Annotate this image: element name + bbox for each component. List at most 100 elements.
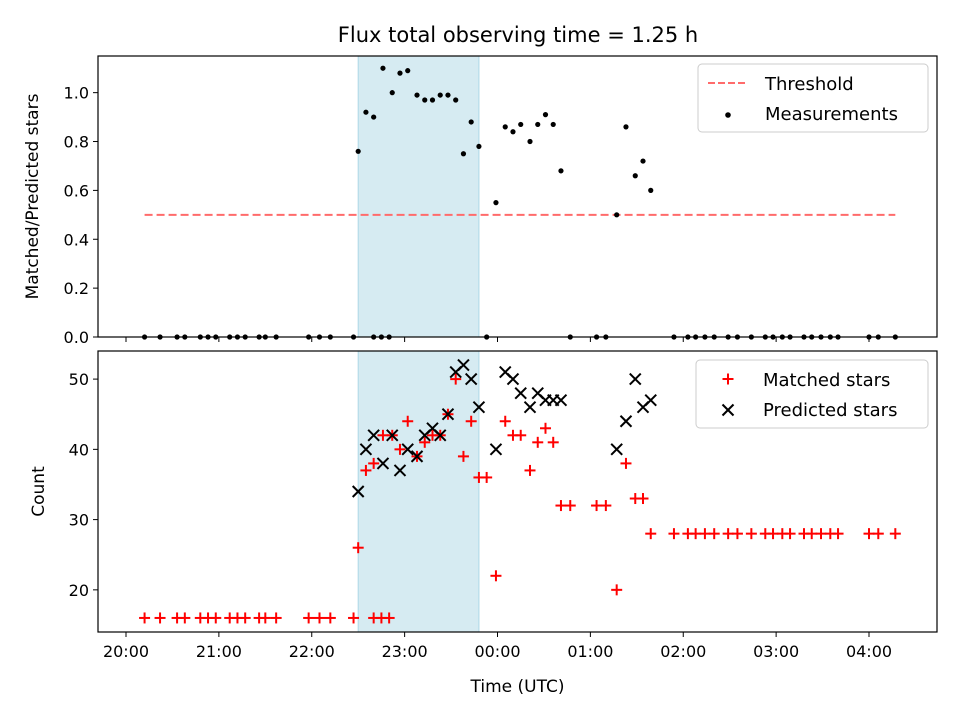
predicted-star-point xyxy=(610,443,623,456)
predicted-star-point xyxy=(506,372,520,386)
top-axes: 0.0 0.2 0.4 0.6 0.8 1.0 xyxy=(64,84,870,347)
bottom-legend: Matched stars Predicted stars xyxy=(695,359,929,429)
bottom-y-tick-label: 30 xyxy=(69,511,89,530)
measurement-point xyxy=(355,148,361,154)
bottom-y-axis-label: Count xyxy=(29,466,49,517)
predicted-star-point xyxy=(441,408,455,421)
matched-star-point xyxy=(731,528,743,540)
x-tick-label: 01:00 xyxy=(567,642,613,661)
matched-star-point xyxy=(383,612,395,624)
measurement-point xyxy=(460,151,467,157)
matched-star-point xyxy=(784,528,796,540)
matched-star-point xyxy=(600,500,612,512)
predicted-star-point xyxy=(619,415,633,428)
bottom-panel: 20 30 40 50 20:00 21:00 22:00 23:00 00:00 01:00 02… xyxy=(29,350,938,697)
matched-star-point xyxy=(645,528,657,540)
matched-star-point xyxy=(767,528,779,540)
legend-threshold-label: Threshold xyxy=(764,74,854,95)
top-marks xyxy=(141,65,898,340)
x-tick-label: 21:00 xyxy=(196,642,242,661)
matched-star-point xyxy=(832,528,844,540)
matched-star-point xyxy=(668,528,680,540)
x-tick-label: 02:00 xyxy=(660,642,706,661)
matched-star-point xyxy=(457,450,469,462)
bottom-y-tick-label: 50 xyxy=(69,370,89,389)
predicted-star-point xyxy=(472,400,486,414)
matched-star-point xyxy=(524,464,536,476)
matched-star-point xyxy=(690,528,702,540)
top-y-axis-label: Matched/Predicted stars xyxy=(23,93,43,299)
measurement-point xyxy=(476,143,482,150)
measurement-point xyxy=(445,92,451,98)
measurement-point xyxy=(363,109,369,115)
bottom-axes: 20 30 40 50 20:00 21:00 22:00 23:00 00:00 01:00 02… xyxy=(69,370,892,661)
x-tick-label: 22:00 xyxy=(289,642,335,661)
top-legend: Threshold Measurements xyxy=(697,63,929,133)
matched-star-point xyxy=(745,528,757,540)
measurement-point xyxy=(429,97,436,103)
matched-star-point xyxy=(139,612,151,624)
matched-star-point xyxy=(377,429,389,441)
matched-star-point xyxy=(348,612,360,624)
measurement-point xyxy=(414,92,420,98)
matched-star-point xyxy=(352,542,364,554)
matched-star-point xyxy=(815,528,827,540)
x-tick-label: 00:00 xyxy=(474,642,520,661)
measurement-point xyxy=(640,158,646,164)
matched-star-point xyxy=(154,612,166,624)
matched-star-point xyxy=(539,422,551,434)
measurement-point xyxy=(550,121,556,128)
measurement-point xyxy=(422,97,428,103)
measurement-point xyxy=(510,129,516,135)
predicted-star-point xyxy=(464,372,478,386)
predicted-star-point xyxy=(376,457,390,470)
matched-star-point xyxy=(591,500,603,512)
matched-star-point xyxy=(515,429,527,441)
top-shaded-interval xyxy=(357,55,480,338)
x-tick-label: 04:00 xyxy=(846,642,892,661)
predicted-star-point xyxy=(386,429,399,442)
matched-star-point xyxy=(722,528,734,540)
legend-predicted-label: Predicted stars xyxy=(763,400,897,421)
top-y-tick-label: 0.0 xyxy=(64,328,89,347)
predicted-star-point xyxy=(410,450,424,463)
top-y-tick-label: 0.6 xyxy=(64,181,89,200)
legend-predicted-swatch xyxy=(721,403,735,417)
matched-star-point xyxy=(699,528,711,540)
matched-star-point xyxy=(611,584,623,596)
matched-star-point xyxy=(863,528,875,540)
measurement-point xyxy=(380,65,386,71)
matched-star-point xyxy=(313,612,325,624)
top-axes-frame xyxy=(97,55,938,338)
measurement-point xyxy=(648,187,654,193)
measurement-point xyxy=(405,68,411,74)
matched-star-point xyxy=(360,464,372,476)
matched-star-point xyxy=(270,612,282,624)
bottom-legend-box xyxy=(695,359,929,429)
measurement-point xyxy=(535,121,541,128)
measurement-point xyxy=(468,119,474,125)
matched-star-point xyxy=(450,373,462,385)
predicted-star-point xyxy=(434,429,447,442)
predicted-star-point xyxy=(554,393,568,407)
bottom-axes-frame xyxy=(97,350,938,633)
top-legend-box xyxy=(697,63,929,133)
bottom-y-tick-label: 20 xyxy=(69,581,89,600)
top-y-tick-label: 0.4 xyxy=(64,230,89,249)
measurement-point xyxy=(542,112,549,118)
matched-star-point xyxy=(239,612,251,624)
x-tick-label: 23:00 xyxy=(382,642,428,661)
bottom-y-tick-label: 40 xyxy=(69,440,89,459)
matched-star-point xyxy=(419,436,431,448)
matched-star-point xyxy=(889,528,901,540)
measurement-point xyxy=(371,114,377,120)
matched-star-point xyxy=(547,436,559,448)
matched-star-point xyxy=(210,612,222,624)
matched-star-point xyxy=(324,612,336,624)
measurement-point xyxy=(527,138,533,145)
matched-star-point xyxy=(303,612,315,624)
predicted-star-point xyxy=(367,429,380,442)
bottom-shaded-interval xyxy=(357,350,480,633)
predicted-star-point xyxy=(644,393,657,407)
